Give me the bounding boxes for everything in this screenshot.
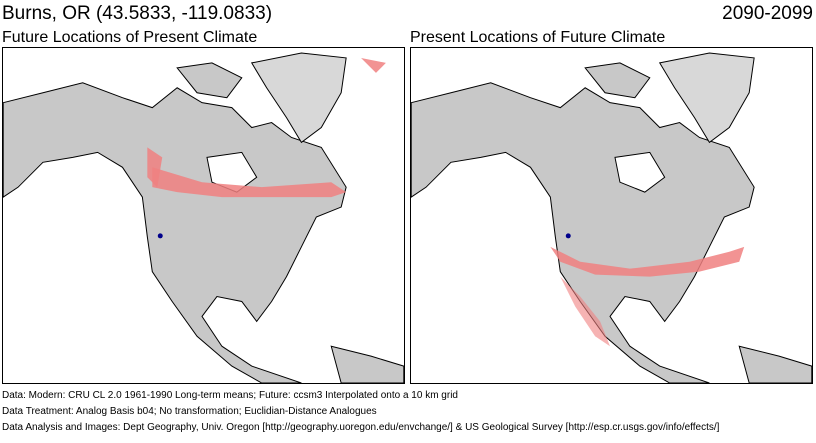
left-panel-title: Future Locations of Present Climate: [2, 29, 258, 46]
footer-data: Data: Modern: CRU CL 2.0 1961-1990 Long-…: [2, 390, 458, 401]
time-period: 2090-2099: [722, 3, 813, 24]
present-locations-map: [410, 47, 813, 384]
analog-region: [550, 246, 745, 277]
footer-credits: Data Analysis and Images: Dept Geography…: [2, 422, 720, 433]
right-panel-title: Present Locations of Future Climate: [410, 29, 666, 46]
site-marker: [565, 233, 571, 239]
site-marker: [157, 233, 163, 239]
footer-treatment: Data Treatment: Analog Basis b04; No tra…: [2, 406, 377, 417]
future-locations-map: [2, 47, 405, 384]
analog-region: [152, 167, 347, 198]
location-title: Burns, OR (43.5833, -119.0833): [2, 3, 273, 24]
